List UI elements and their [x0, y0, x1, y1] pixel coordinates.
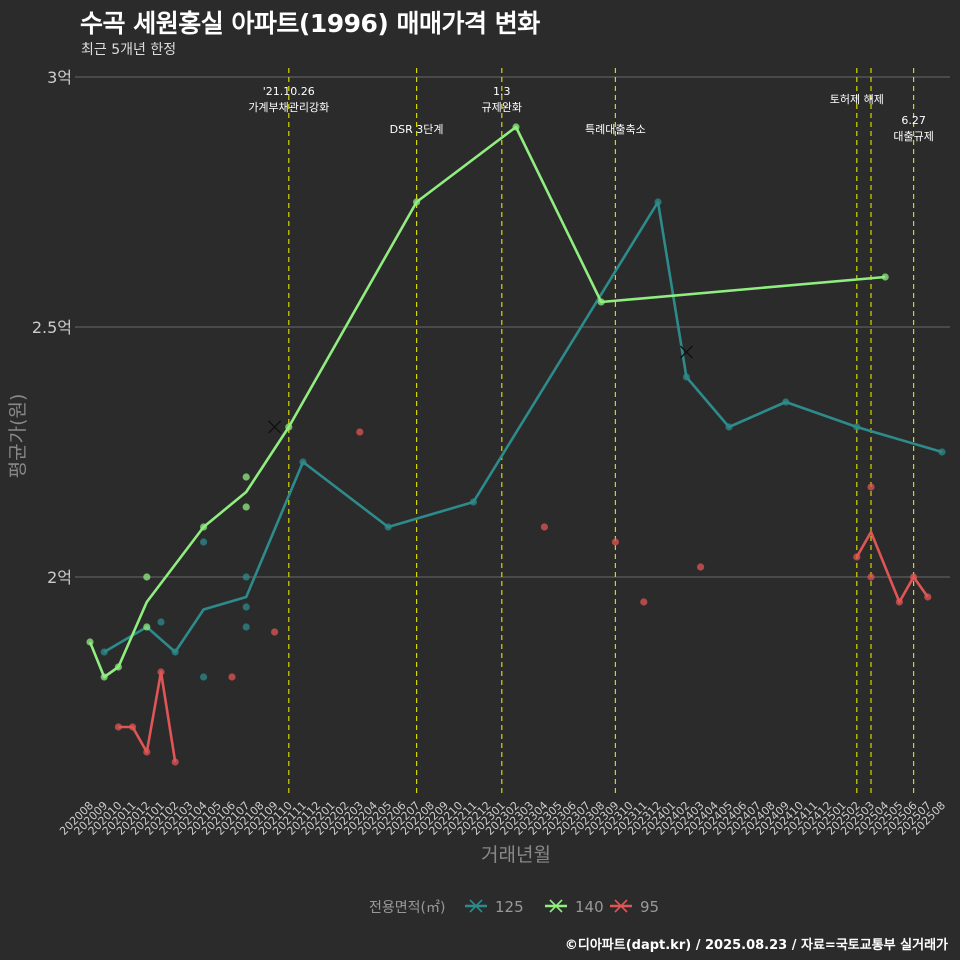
legend-label: 140 — [575, 898, 604, 916]
data-point-95 — [540, 523, 549, 531]
data-point-140 — [597, 298, 605, 306]
data-point-125 — [242, 623, 250, 631]
x-axis-title: 거래년월 — [481, 844, 551, 866]
marked-point-140 — [268, 420, 282, 434]
series-line-140 — [88, 125, 886, 679]
data-point-95 — [895, 598, 904, 606]
event-label: 가계부채관리강화 — [248, 101, 329, 114]
data-point-95 — [611, 538, 620, 546]
data-point-140 — [242, 503, 250, 511]
data-point-125 — [384, 523, 392, 531]
data-point-125 — [938, 448, 946, 456]
legend-swatch-cross — [614, 899, 628, 913]
data-point-125 — [100, 648, 108, 656]
legend-swatch-cross — [469, 899, 483, 913]
data-point-140 — [143, 573, 151, 581]
data-point-95 — [143, 748, 151, 756]
y-tick-label: 2.5억 — [32, 318, 72, 337]
data-point-125 — [200, 673, 208, 681]
data-point-140 — [881, 273, 889, 281]
data-point-95 — [910, 573, 918, 581]
event-label: '21.10.26 — [263, 85, 315, 98]
data-point-125 — [171, 648, 179, 656]
data-point-140 — [512, 123, 520, 131]
data-point-140 — [143, 623, 151, 631]
y-axis-title: 평균가(원) — [7, 394, 29, 479]
data-point-95 — [228, 673, 236, 681]
data-point-95 — [271, 628, 279, 636]
legend-swatch-cross — [549, 899, 563, 913]
legend-title: 전용면적(㎡) — [369, 900, 445, 916]
data-point-125 — [242, 603, 250, 611]
data-point-140 — [242, 473, 250, 481]
data-point-140 — [114, 663, 122, 671]
marked-point-125 — [679, 345, 693, 359]
data-point-125 — [299, 458, 307, 466]
legend-label: 125 — [495, 898, 524, 916]
data-point-125 — [782, 398, 790, 406]
data-point-140 — [285, 423, 293, 431]
data-point-125 — [157, 618, 165, 626]
data-point-140 — [413, 198, 421, 206]
chart-subtitle: 최근 5개년 한정 — [81, 42, 177, 58]
data-point-95 — [640, 598, 648, 606]
data-point-95 — [129, 723, 137, 731]
event-label: 규제완화 — [482, 101, 522, 114]
event-label: 토허제 해제 — [830, 92, 884, 106]
data-point-125 — [242, 573, 250, 581]
event-label: 1.3 — [493, 85, 511, 98]
data-point-125 — [682, 373, 691, 381]
series-line-95 — [855, 530, 929, 604]
data-point-95 — [867, 573, 875, 581]
data-point-95 — [157, 668, 165, 676]
data-point-125 — [654, 198, 662, 206]
event-label: 특례대출축소 — [585, 123, 646, 136]
data-point-125 — [853, 423, 861, 431]
y-tick-label: 3억 — [47, 68, 72, 87]
data-point-125 — [725, 423, 733, 431]
data-point-140 — [200, 523, 208, 531]
legend-label: 95 — [640, 898, 659, 916]
data-point-125 — [469, 498, 477, 506]
data-point-95 — [171, 758, 179, 766]
event-label: DSR 3단계 — [390, 123, 444, 136]
y-tick-label: 2억 — [47, 568, 72, 587]
data-point-140 — [100, 673, 108, 681]
event-label: 대출규제 — [893, 130, 933, 143]
series-line-125 — [103, 200, 943, 654]
data-point-95 — [356, 428, 364, 436]
source-caption: ©디아파트(dapt.kr) / 2025.08.23 / 자료=국토교통부 실… — [564, 938, 948, 953]
data-point-140 — [86, 638, 94, 646]
data-point-95 — [924, 593, 932, 601]
data-point-125 — [200, 538, 208, 546]
data-point-95 — [114, 723, 122, 731]
event-label: 6.27 — [901, 114, 926, 127]
data-point-95 — [697, 563, 705, 571]
data-point-95 — [867, 483, 875, 491]
chart-title: 수곡 세원홍실 아파트(1996) 매매가격 변화 — [80, 9, 540, 38]
data-point-95 — [853, 553, 861, 561]
